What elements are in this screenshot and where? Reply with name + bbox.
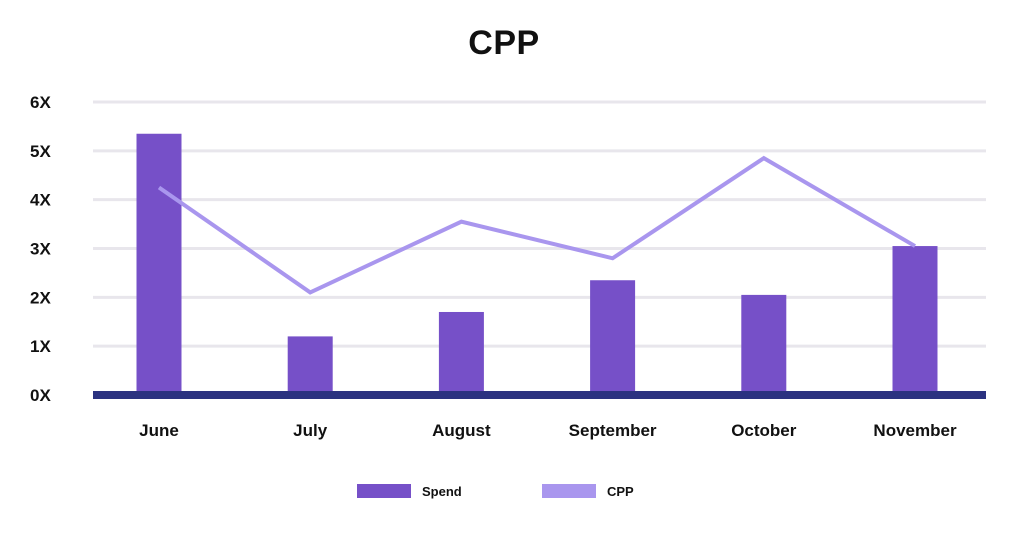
legend-swatch-spend (357, 484, 411, 498)
bar-july (287, 336, 333, 395)
cpp-line (157, 155, 917, 295)
x-tick-label-july: July (293, 421, 328, 440)
y-tick-label: 1X (30, 337, 51, 356)
bar-october (741, 294, 787, 395)
x-tick-label-november: November (873, 421, 957, 440)
bar-november (892, 246, 938, 395)
y-tick-label: 6X (30, 93, 51, 112)
x-axis-line (93, 391, 986, 399)
y-tick-label: 2X (30, 288, 51, 307)
y-tick-label: 3X (30, 240, 51, 259)
chart-title: CPP (468, 24, 540, 62)
y-tick-label: 4X (30, 191, 51, 210)
y-tick-label: 0X (30, 386, 51, 405)
bar-june (136, 133, 182, 395)
x-tick-label-september: September (569, 421, 657, 440)
bar-august (438, 311, 484, 395)
x-tick-label-june: June (139, 421, 179, 440)
bar-september (590, 280, 636, 395)
x-tick-label-october: October (731, 421, 797, 440)
legend-label-spend: Spend (422, 484, 462, 499)
x-tick-label-august: August (432, 421, 491, 440)
y-tick-label: 5X (30, 142, 51, 161)
legend-label-cpp: CPP (607, 484, 634, 499)
legend-swatch-cpp (542, 484, 596, 498)
